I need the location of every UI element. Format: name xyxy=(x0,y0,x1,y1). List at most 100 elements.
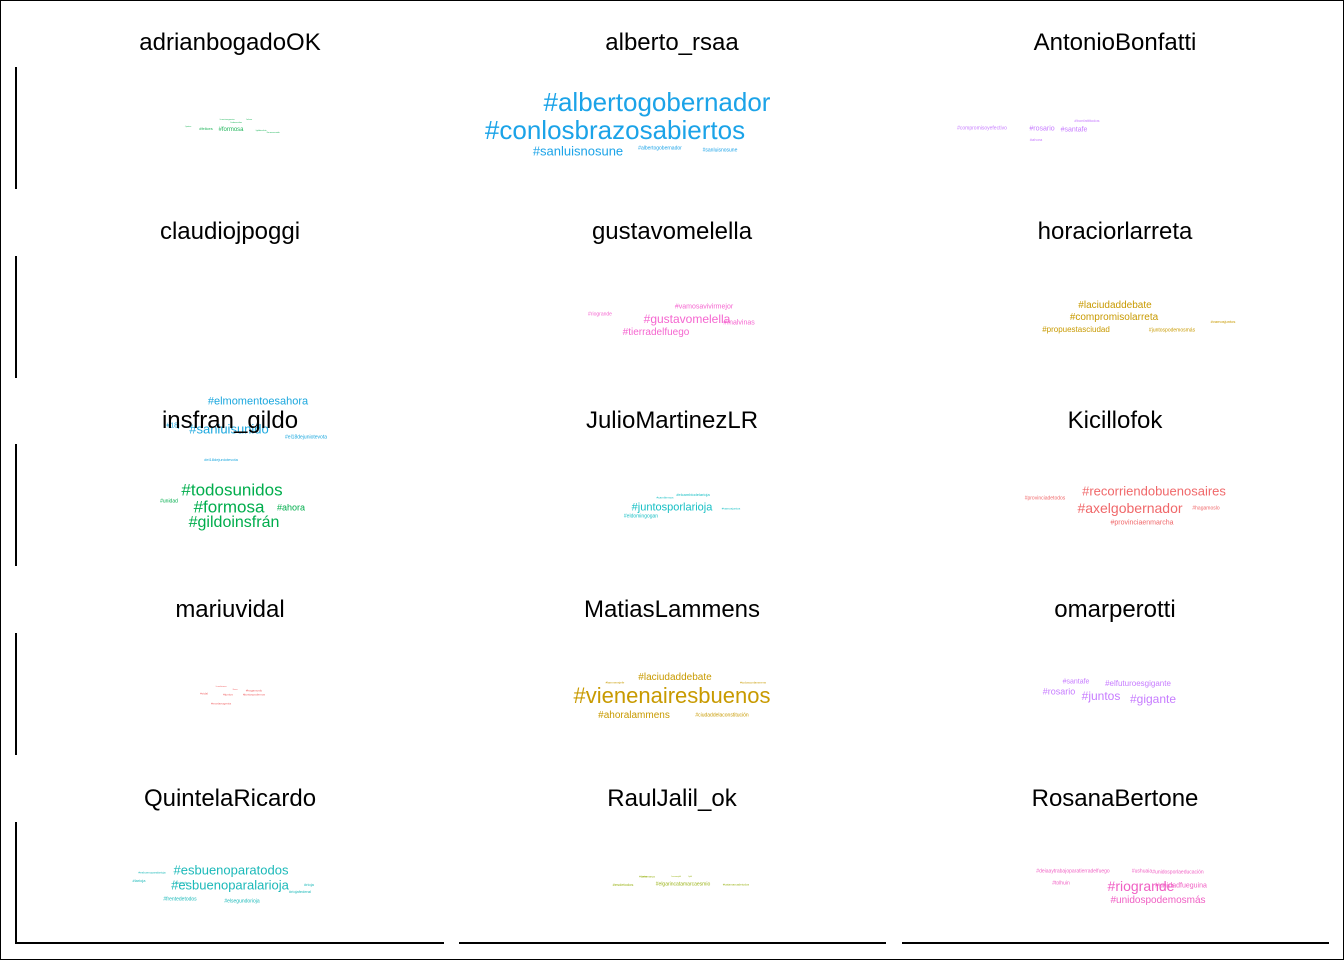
cloud-word: #rioja xyxy=(304,882,314,887)
facet-panel: horaciorlarreta #laciudaddebate #compromis… xyxy=(901,190,1329,379)
y-axis-line xyxy=(15,67,17,189)
cloud-word: #vamosjuntos xyxy=(1210,319,1236,324)
cloud-word: #santafe xyxy=(1062,678,1090,686)
cloud-word: #unidadfueguina xyxy=(1155,882,1207,890)
cloud-word: #tierradelfuego xyxy=(622,327,690,338)
cloud-word: #rosario xyxy=(1042,686,1076,697)
facet-panel: QuintelaRicardo #esbuenoparatodos #esbueno… xyxy=(16,757,444,946)
cloud-word: #el18dejuniotevota xyxy=(204,457,238,462)
cloud-word: #catamarcadetodos xyxy=(722,882,750,887)
cloud-word: #quintela xyxy=(174,880,188,885)
cloud-word: #deiaaytrabajoparatierradelfuego xyxy=(1036,868,1110,875)
cloud-word: #formosa xyxy=(193,497,265,517)
facet-title: RosanaBertone xyxy=(1031,785,1199,812)
cloud-word: #ushuaia xyxy=(1131,868,1153,875)
cloud-word: #elcambiodelarioja xyxy=(676,492,710,497)
word-cloud: #elgarincatamarcaesmio #esdetodos #catamar… xyxy=(458,823,886,943)
cloud-word: #juntospodemos xyxy=(242,692,266,697)
cloud-word: #riojafederal xyxy=(288,889,312,894)
cloud-word: #elgarincatamarcaesmio xyxy=(655,881,711,888)
cloud-word: #unidospodemosmás xyxy=(1110,895,1206,906)
facet-panel: Kicillofok #recorriendobuenosaires #axelgo… xyxy=(901,379,1329,568)
facet-panel: insfran_gildo #todosunidos #formosa #ahora #… xyxy=(16,379,444,568)
cloud-word: #eldomingogan xyxy=(623,513,659,520)
cloud-word: #malvinas xyxy=(723,319,755,327)
cloud-word: #lammensjefe xyxy=(605,680,625,685)
cloud-word: #cuentaregresiva xyxy=(219,119,235,121)
cloud-word: #cambiemos xyxy=(215,686,227,688)
y-axis-line xyxy=(15,256,17,378)
cloud-word: #formosa xyxy=(218,127,244,133)
cloud-word: #vienenairesbuenos xyxy=(573,683,771,708)
facet-title: claudiojpoggi xyxy=(159,218,301,245)
cloud-word: #esbuenoparatodos xyxy=(173,862,289,878)
cloud-word: #sanluisnosune xyxy=(702,147,738,154)
word-cloud: #vamosavivirmejor #riogrande #gustavomelel… xyxy=(458,256,886,376)
facet-panel: JulioMartinezLR #juntosporlarioja #elcambi… xyxy=(458,379,886,568)
cloud-word: #ahora xyxy=(276,502,306,513)
cloud-word: #hagamoslo xyxy=(1192,505,1220,512)
cloud-word: #elfuturoesgigante xyxy=(1105,679,1171,688)
facet-title: omarperotti xyxy=(1054,596,1176,623)
facet-title: JulioMartinezLR xyxy=(585,407,759,434)
cloud-word: #laciudaddebate xyxy=(1078,300,1152,311)
word-cloud: #esbuenoparatodos #esbuenoparalarioja #lar… xyxy=(16,823,444,943)
cloud-word: #juntos xyxy=(1081,689,1121,703)
cloud-word: #formosaunida xyxy=(266,132,280,134)
word-cloud: #albertogobernador #conlosbrazosabiertos #… xyxy=(458,67,886,187)
facet-panel: adrianbogadoOK #formosa #felices #cuentareg… xyxy=(16,1,444,190)
cloud-word: #elsegundorioja xyxy=(224,898,260,905)
facet-panel: RosanaBertone #deiaaytrabajoparatierradel… xyxy=(901,757,1329,946)
cloud-word: #laciudaddebate xyxy=(638,672,712,683)
facet-panel: omarperotti #santafe #elfuturoesgigante #ro… xyxy=(901,568,1329,757)
cloud-word: #maríaeugenia xyxy=(210,701,232,706)
word-cloud: #deiaaytrabajoparatierradelfuego #ushuaia… xyxy=(901,823,1329,943)
cloud-word: #juntos xyxy=(184,126,192,128)
cloud-word: #somosjalil xyxy=(671,876,681,878)
word-cloud: #formosa #felices #cuentaregresiva #ahora #j… xyxy=(16,67,444,187)
facet-title: alberto_rsaa xyxy=(605,29,739,56)
y-axis-line xyxy=(15,633,17,755)
cloud-word: #juntos xyxy=(640,876,648,878)
word-cloud: #laciudaddebate #compromisolarreta #propue… xyxy=(901,256,1329,376)
cloud-word: #vamosavivirmejor xyxy=(674,303,734,311)
facet-title: RaulJalil_ok xyxy=(607,785,737,812)
cloud-word: #18j xyxy=(166,422,180,430)
cloud-word: #unidosporlaeducación xyxy=(1152,869,1204,876)
word-cloud: #todosunidos #formosa #ahora #gildoinsfrán #… xyxy=(16,445,444,565)
cloud-word: #todosunidos xyxy=(230,122,242,124)
facet-title: AntonioBonfatti xyxy=(1033,29,1197,56)
word-cloud: #laciudaddebate #vienenairesbuenos #ahoral… xyxy=(458,634,886,754)
cloud-word: #juntos xyxy=(223,692,233,697)
facet-title: QuintelaRicardo xyxy=(143,785,317,812)
word-cloud: #recorriendobuenosaires #axelgobernador #p… xyxy=(901,445,1329,565)
cloud-word: #sanluisunido xyxy=(189,421,269,437)
cloud-word: #santafe xyxy=(1060,126,1088,134)
cloud-word: #ahora xyxy=(245,119,253,121)
cloud-word: #jalil xyxy=(687,876,693,878)
facet-panel: mariuvidal #vidal #juntos #cambiemos #bsas #h… xyxy=(16,568,444,757)
word-cloud: #compromisoyefectivo #rosario #santafe #bon… xyxy=(901,67,1329,187)
cloud-word: #rosario xyxy=(1029,125,1055,133)
facet-title: gustavomelella xyxy=(591,218,753,245)
facet-title: Kicillofok xyxy=(1067,407,1163,434)
facet-panel: gustavomelella #vamosavivirmejor #riogrand… xyxy=(458,190,886,379)
cloud-word: #vamosjuntos xyxy=(721,506,741,511)
cloud-word: #ahora xyxy=(1029,137,1043,142)
cloud-word: #larioja xyxy=(132,878,146,883)
cloud-word: #esdetodos xyxy=(612,882,634,887)
word-cloud: #elmomentoesahora #sanluisunido #18j #el18d… xyxy=(16,256,444,462)
word-cloud: #santafe #elfuturoesgigante #rosario #junto… xyxy=(901,634,1329,754)
cloud-word: #provinciaenmarcha xyxy=(1110,519,1174,527)
cloud-word: #propuestasciudad xyxy=(1042,325,1110,334)
cloud-word: #ahoralammens xyxy=(598,710,670,721)
cloud-word: #riogrande xyxy=(1107,878,1175,894)
cloud-word: #unidad xyxy=(160,498,178,505)
word-cloud: #juntosporlarioja #elcambiodelarioja #eldo… xyxy=(458,445,886,565)
cloud-word: #albertogobernador xyxy=(638,145,682,152)
cloud-word: #compromisolarreta xyxy=(1069,312,1159,323)
cloud-word: #tolhuin xyxy=(1052,880,1070,887)
cloud-word: #hagamoslo xyxy=(245,688,263,693)
cloud-word: #catamarca xyxy=(639,874,655,879)
